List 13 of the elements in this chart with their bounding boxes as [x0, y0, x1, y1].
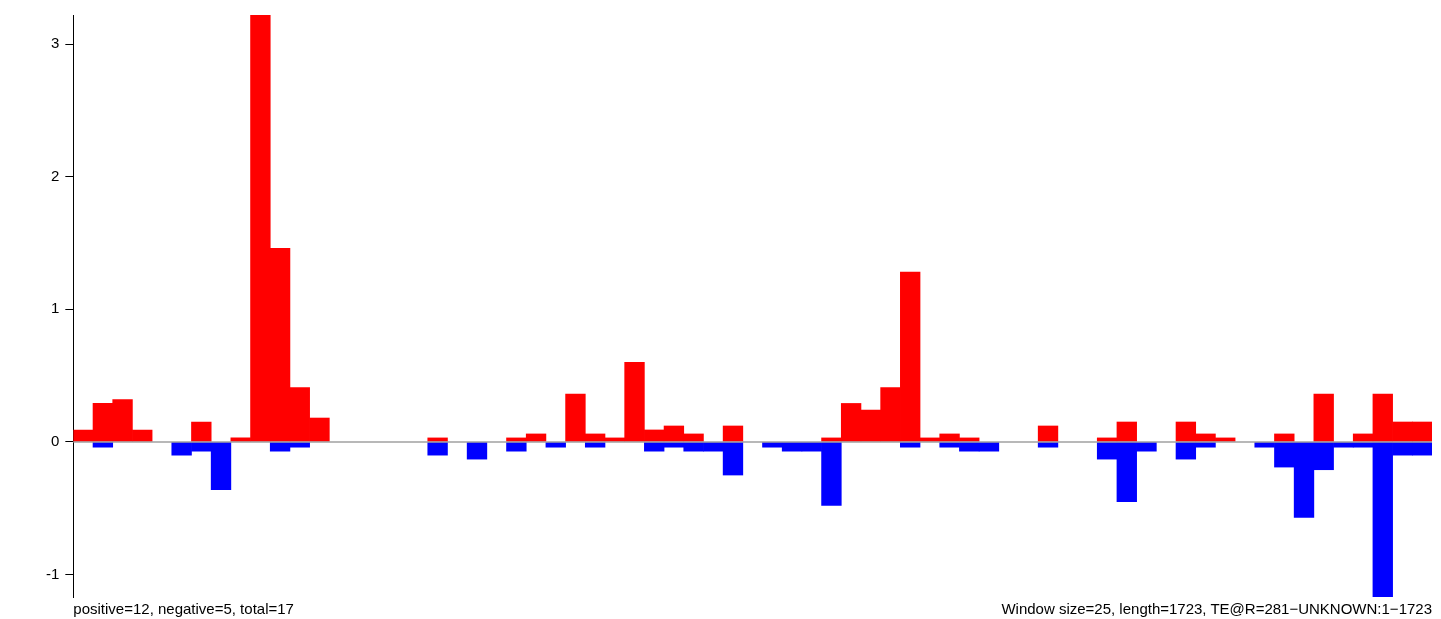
bar [191, 421, 212, 442]
bar [1313, 393, 1334, 442]
text: positive=12, negative=5, total=17 [73, 600, 294, 617]
bar [466, 442, 488, 460]
text: Window size=25, length=1723, TE@R=281−UNKNOWN:1−1723 [1001, 600, 1432, 617]
y-tick-label: -1 [45, 564, 60, 582]
bar [427, 442, 448, 456]
y-tick-label: 1 [50, 299, 60, 317]
bar [722, 425, 744, 442]
y-tick-label: 3 [50, 34, 60, 52]
bar [1037, 425, 1059, 442]
y-tick-label: 0 [50, 432, 60, 450]
y-tick-label: 2 [50, 166, 60, 184]
